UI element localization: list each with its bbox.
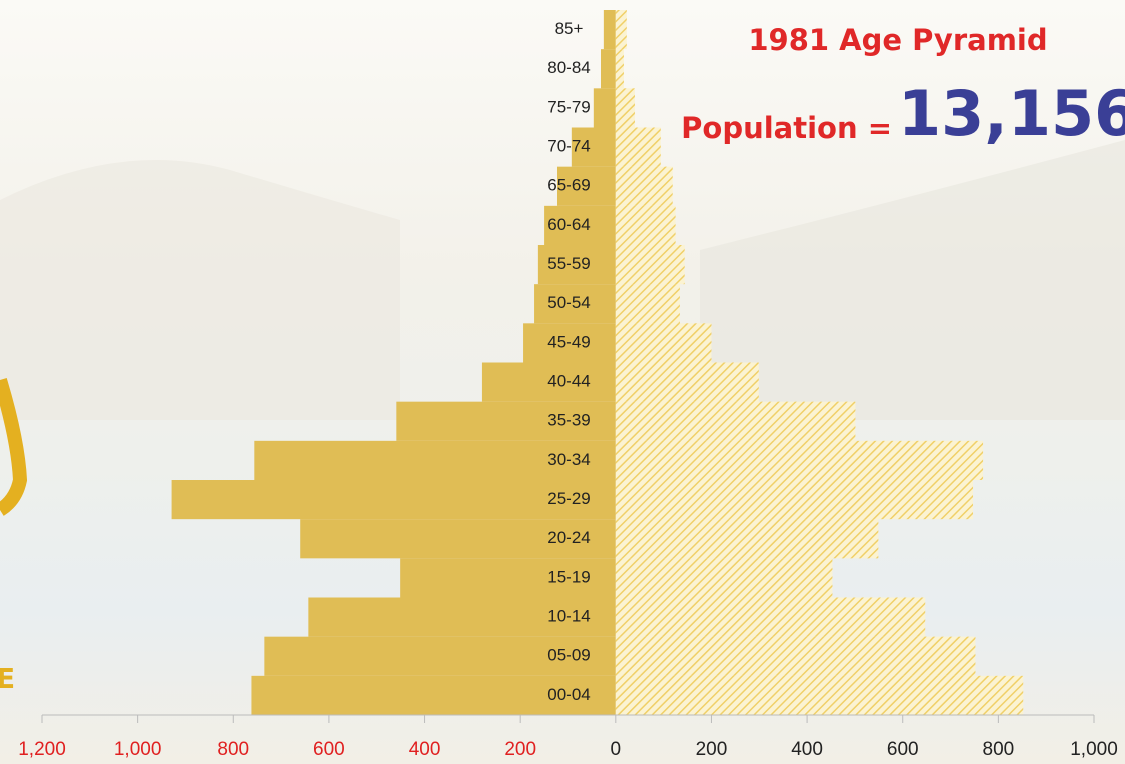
category-label: 20-24 bbox=[547, 528, 590, 547]
x-tick-label: 200 bbox=[696, 739, 728, 760]
bar bbox=[616, 519, 879, 558]
bar bbox=[616, 363, 759, 402]
bar bbox=[616, 284, 680, 323]
bar bbox=[616, 323, 712, 362]
bar bbox=[616, 441, 983, 480]
category-label: 65-69 bbox=[547, 176, 590, 195]
category-label: 15-19 bbox=[547, 567, 590, 586]
bar bbox=[616, 480, 973, 519]
category-label: 10-14 bbox=[547, 607, 590, 626]
category-label: 85+ bbox=[555, 19, 584, 38]
x-tick-label: 1,000 bbox=[114, 739, 162, 760]
category-label: 45-49 bbox=[547, 332, 590, 351]
bar bbox=[604, 10, 616, 49]
category-label: 30-34 bbox=[547, 450, 590, 469]
bar bbox=[616, 676, 1023, 715]
bar bbox=[594, 88, 616, 127]
x-tick-label: 600 bbox=[887, 739, 919, 760]
category-label: 75-79 bbox=[547, 97, 590, 116]
category-label: 70-74 bbox=[547, 137, 590, 156]
category-label: 55-59 bbox=[547, 254, 590, 273]
x-tick-label: 800 bbox=[217, 739, 249, 760]
category-label: 60-64 bbox=[547, 215, 590, 234]
annotation: E bbox=[0, 662, 15, 695]
bar bbox=[616, 167, 673, 206]
category-label: 35-39 bbox=[547, 411, 590, 430]
bar bbox=[616, 10, 627, 49]
category-label: 05-09 bbox=[547, 646, 590, 665]
subtitle: Population = bbox=[681, 111, 892, 145]
bar bbox=[616, 598, 925, 637]
x-tick-label: 1,200 bbox=[18, 739, 66, 760]
chart: E 1981 Age Pyramid Population = 13,156 0… bbox=[0, 0, 1125, 764]
bar bbox=[601, 49, 616, 88]
category-label: 25-29 bbox=[547, 489, 590, 508]
bar bbox=[616, 88, 635, 127]
x-tick-label: 1,000 bbox=[1070, 739, 1118, 760]
total: 13,156 bbox=[898, 77, 1125, 150]
bar bbox=[616, 206, 676, 245]
category-label: 00-04 bbox=[547, 685, 590, 704]
bar bbox=[616, 637, 976, 676]
x-tick-label: 400 bbox=[791, 739, 823, 760]
x-tick-label: 400 bbox=[409, 739, 441, 760]
category-label: 50-54 bbox=[547, 293, 590, 312]
bar bbox=[616, 402, 856, 441]
x-tick-label: 200 bbox=[504, 739, 536, 760]
bar bbox=[616, 245, 685, 284]
category-label: 40-44 bbox=[547, 372, 590, 391]
category-label: 80-84 bbox=[547, 58, 590, 77]
chart-title: 1981 Age Pyramid bbox=[748, 23, 1047, 57]
x-tick-label: 800 bbox=[983, 739, 1015, 760]
bar bbox=[616, 49, 624, 88]
x-tick-label: 600 bbox=[313, 739, 345, 760]
x-tick-label: 0 bbox=[611, 739, 622, 760]
bar bbox=[616, 128, 661, 167]
bar bbox=[616, 558, 833, 597]
